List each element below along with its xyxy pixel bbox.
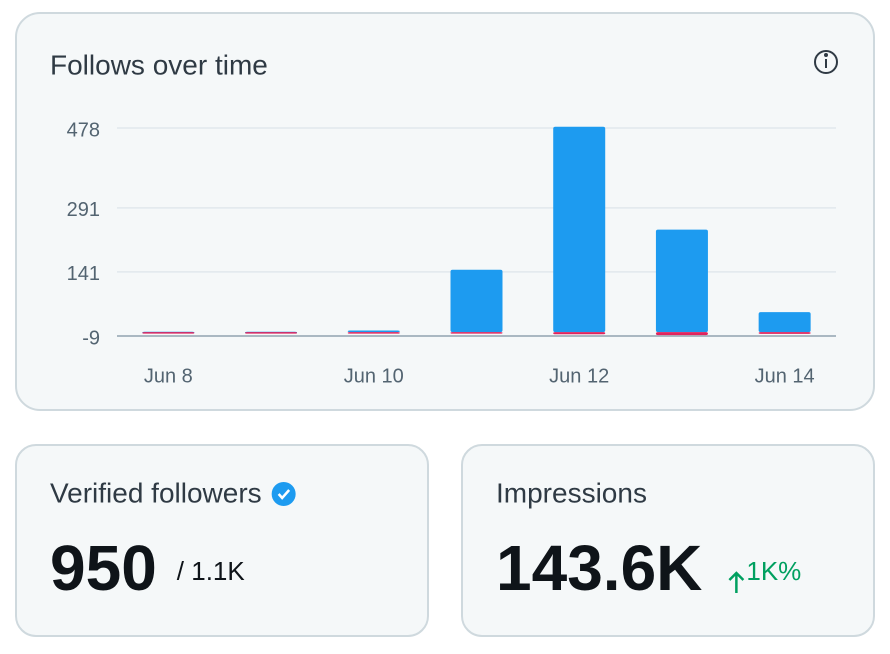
bar: [347, 330, 400, 333]
bar: [758, 312, 811, 333]
card-value-row: 143.6K 1K%: [496, 532, 801, 604]
bar: [142, 332, 195, 334]
bar: [245, 332, 298, 334]
bar: [655, 332, 708, 336]
card-title: Impressions: [496, 477, 647, 508]
y-tick-label: -9: [82, 327, 100, 349]
bar: [347, 332, 400, 334]
bar: [450, 332, 503, 334]
bar: [553, 126, 606, 333]
bar: [450, 269, 503, 333]
card-value-row: 950 / 1.1K: [50, 532, 245, 604]
y-tick-label: 291: [67, 199, 100, 221]
bar: [655, 229, 708, 333]
chart-title: Follows over time: [50, 49, 268, 80]
y-tick-label: 478: [67, 119, 100, 141]
card: [461, 444, 875, 637]
card-title: Verified followers: [50, 477, 262, 508]
x-tick-label: Jun 12: [549, 365, 609, 387]
bar: [758, 332, 811, 334]
verified-badge: [271, 482, 296, 506]
info-icon[interactable]: [814, 50, 838, 74]
x-tick-label: Jun 10: [344, 365, 404, 387]
y-tick-label: 141: [67, 263, 100, 285]
card-value: 950: [50, 532, 157, 604]
card: [15, 444, 429, 637]
bar: [553, 332, 606, 335]
x-tick-label: Jun 14: [755, 365, 815, 387]
up-arrow: [728, 571, 745, 593]
x-tick-label: Jun 8: [144, 365, 193, 387]
card-value: 143.6K: [496, 532, 702, 604]
card-change: 1K%: [746, 556, 801, 586]
card-total: / 1.1K: [177, 556, 246, 586]
